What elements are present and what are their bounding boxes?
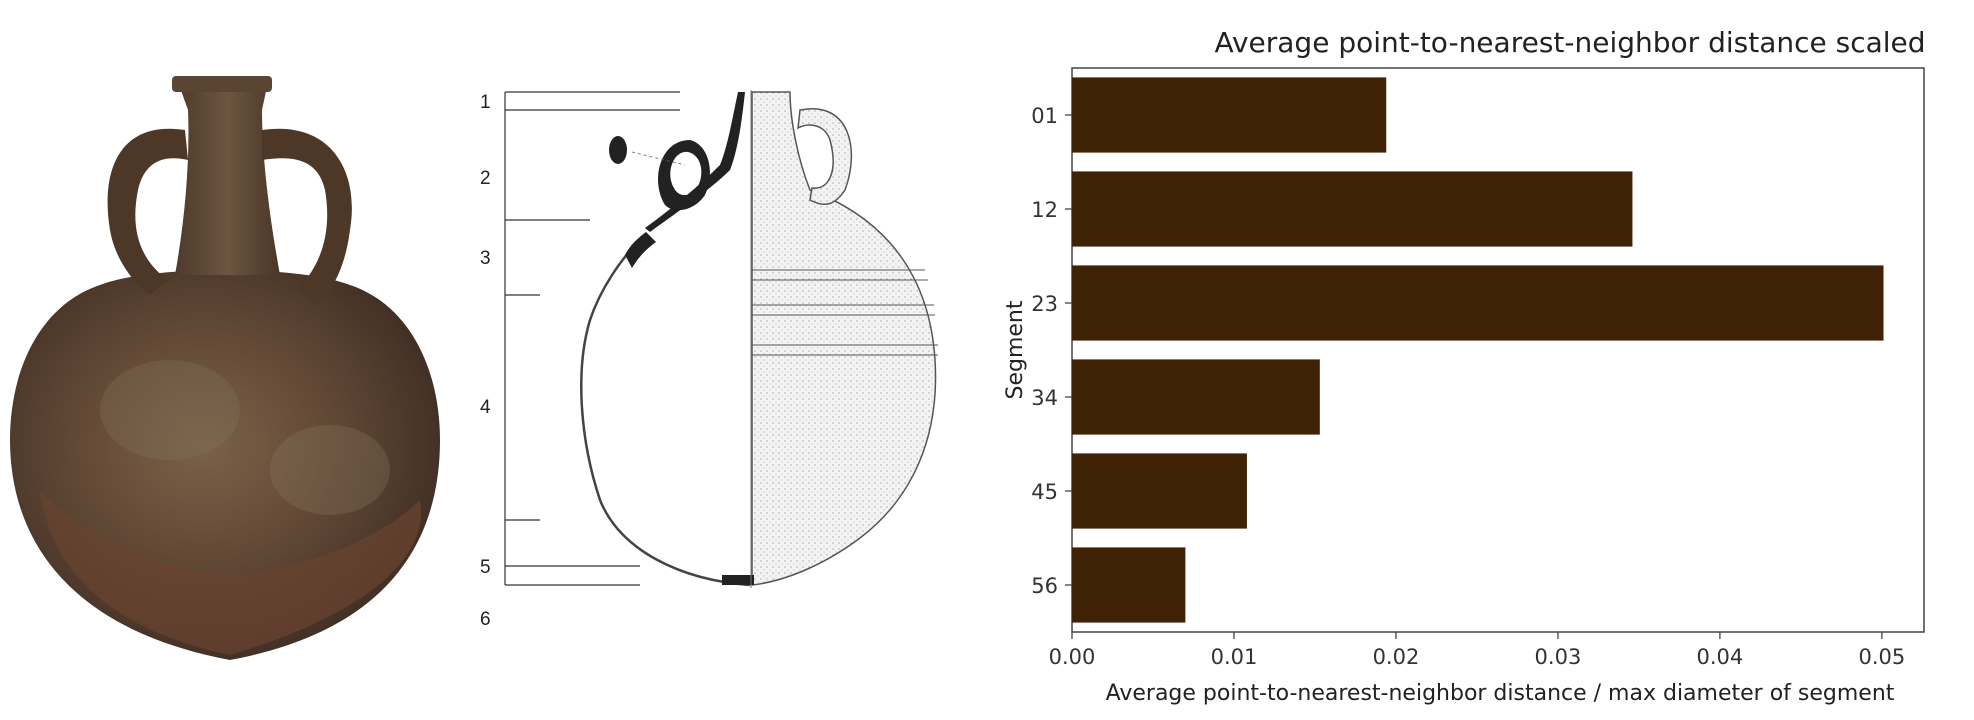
segment-label-2: 2 bbox=[480, 168, 491, 189]
y-tick-label-12: 12 bbox=[1031, 198, 1058, 222]
segment-label-6: 6 bbox=[480, 609, 491, 630]
bar-12 bbox=[1072, 171, 1633, 247]
x-tick-label-5: 0.05 bbox=[1859, 645, 1906, 669]
x-tick-label-0: 0.00 bbox=[1049, 645, 1096, 669]
bar-01 bbox=[1072, 77, 1387, 153]
plot-frame bbox=[1071, 67, 1925, 633]
segment-label-4: 4 bbox=[480, 397, 491, 418]
bar-34 bbox=[1072, 359, 1320, 435]
jar-photograph bbox=[10, 76, 440, 660]
x-tick-label-1: 0.01 bbox=[1211, 645, 1258, 669]
jar-photo-handles bbox=[107, 128, 352, 305]
y-tick-label-45: 45 bbox=[1031, 480, 1058, 504]
y-tick-labels: 01 12 23 34 45 56 bbox=[1031, 104, 1072, 598]
segment-label-3: 3 bbox=[480, 248, 491, 269]
chart-title: Average point-to-nearest-neighbor distan… bbox=[1214, 26, 1925, 59]
jar-photo-body bbox=[10, 270, 440, 660]
y-axis-label: Segment bbox=[1003, 300, 1028, 399]
segment-guide-lines bbox=[504, 91, 680, 586]
x-tick-label-3: 0.03 bbox=[1535, 645, 1582, 669]
bar-23 bbox=[1072, 265, 1884, 341]
y-tick-label-34: 34 bbox=[1031, 386, 1058, 410]
y-tick-label-01: 01 bbox=[1031, 104, 1058, 128]
segment-labels: 1 2 3 4 5 6 bbox=[480, 92, 491, 630]
drawing-section-half bbox=[580, 90, 754, 588]
segment-label-5: 5 bbox=[480, 557, 491, 578]
bar-chart: Average point-to-nearest-neighbor distan… bbox=[1003, 26, 1926, 706]
jar-photo-neck bbox=[172, 76, 280, 275]
bars bbox=[1072, 77, 1884, 623]
bar-45 bbox=[1072, 453, 1247, 529]
jar-drawing: 1 2 3 4 5 6 bbox=[480, 90, 938, 630]
drawing-exterior-half bbox=[751, 91, 938, 586]
x-ticks: 0.00 0.01 0.02 0.03 0.04 0.05 bbox=[1049, 632, 1906, 669]
x-tick-label-2: 0.02 bbox=[1373, 645, 1420, 669]
bar-56 bbox=[1072, 547, 1186, 623]
y-tick-label-23: 23 bbox=[1031, 292, 1058, 316]
x-axis-label: Average point-to-nearest-neighbor distan… bbox=[1106, 681, 1895, 706]
segment-label-1: 1 bbox=[480, 92, 491, 113]
y-tick-label-56: 56 bbox=[1031, 574, 1058, 598]
x-tick-label-4: 0.04 bbox=[1697, 645, 1744, 669]
